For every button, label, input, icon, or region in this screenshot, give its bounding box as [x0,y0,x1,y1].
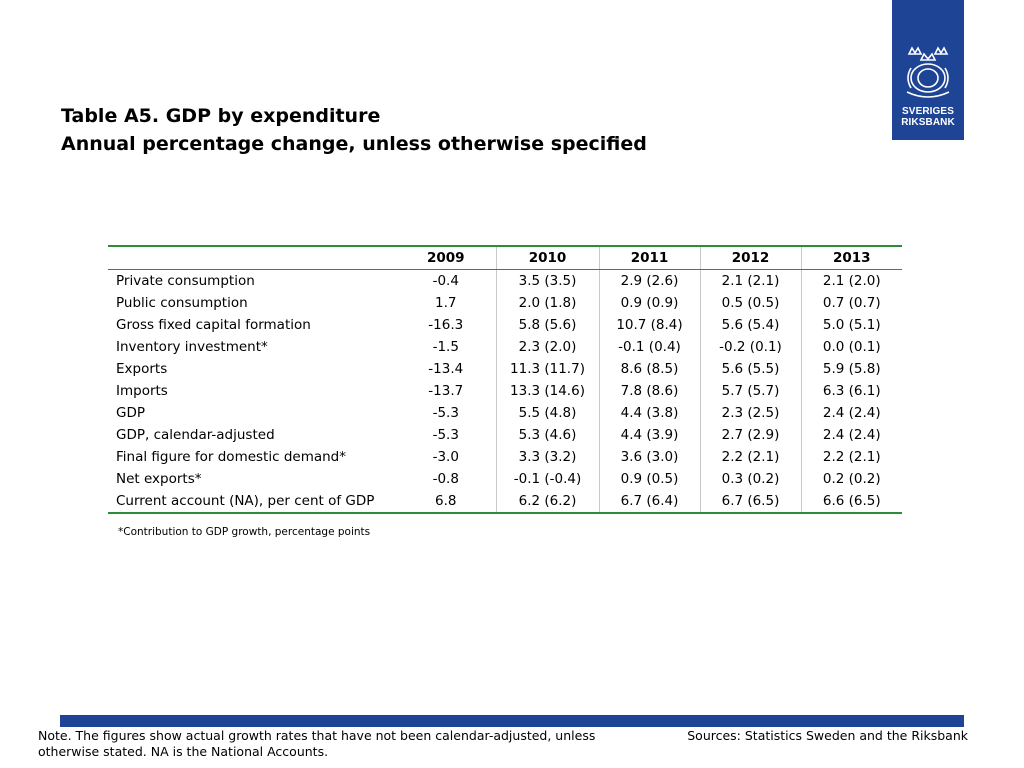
row-label: Gross fixed capital formation [116,317,311,333]
value-cell-2009: -0.4 [432,273,459,289]
value-cell-2013: 2.1 (2.0) [800,269,902,292]
table-row: Exports -13.4 11.3 (11.7) 8.6 (8.5) 5.6 (5.5… [108,358,902,380]
value-cell-2012: 2.2 (2.1) [699,446,801,468]
value-cell-2012: -0.2 (0.1) [699,336,801,358]
table-header-row: 2009 2010 2011 2012 2013 [108,246,902,270]
value-cell-2011: 6.7 (6.4) [598,490,700,513]
value-cell-2011: 0.9 (0.9) [598,292,700,314]
value-cell-2012: 5.6 (5.4) [699,314,801,336]
value-cell-2013: 2.4 (2.4) [800,402,902,424]
table-row: Inventory investment* -1.5 2.3 (2.0) -0.1 (… [108,336,902,358]
value-cell-2011: 8.6 (8.5) [598,358,700,380]
value-cell-2011: 0.9 (0.5) [598,468,700,490]
table-row: GDP -5.3 5.5 (4.8) 4.4 (3.8) 2.3 (2.5) 2.4 (2… [108,402,902,424]
value-cell-2009: 6.8 [435,493,457,509]
value-cell-2010: 5.5 (4.8) [495,402,599,424]
value-cell-2013: 0.7 (0.7) [800,292,902,314]
row-label: Imports [116,383,168,399]
value-cell-2012: 2.3 (2.5) [699,402,801,424]
header-year-2012: 2012 [699,246,801,270]
value-cell-2010: 5.3 (4.6) [495,424,599,446]
table-body: Private consumption -0.4 3.5 (3.5) 2.9 (2.6… [108,269,902,513]
value-cell-2013: 6.6 (6.5) [800,490,902,513]
value-cell-2010: 11.3 (11.7) [495,358,599,380]
value-cell-2010: 6.2 (6.2) [495,490,599,513]
bottom-accent-bar [60,715,964,727]
value-cell-2010: 3.5 (3.5) [495,269,599,292]
page-title: Table A5. GDP by expenditure Annual perc… [61,102,647,158]
row-label: Inventory investment* [116,339,268,355]
value-cell-2012: 6.7 (6.5) [699,490,801,513]
value-cell-2013: 5.0 (5.1) [800,314,902,336]
value-cell-2012: 2.7 (2.9) [699,424,801,446]
value-cell-2009: -3.0 [432,449,459,465]
table-row: Net exports* -0.8 -0.1 (-0.4) 0.9 (0.5) 0.3 … [108,468,902,490]
table-row: Gross fixed capital formation -16.3 5.8 (5… [108,314,902,336]
value-cell-2010: 3.3 (3.2) [495,446,599,468]
value-cell-2009: -5.3 [432,427,459,443]
table-footnote: *Contribution to GDP growth, percentage … [118,526,371,538]
table-row: Private consumption -0.4 3.5 (3.5) 2.9 (2.6… [108,269,902,292]
value-cell-2010: 13.3 (14.6) [495,380,599,402]
value-cell-2009: -16.3 [428,317,464,333]
header-year-2011: 2011 [598,246,700,270]
riksbank-logo: SVERIGES RIKSBANK [892,0,964,140]
table-row: Current account (NA), per cent of GDP 6.8… [108,490,902,513]
logo-text-line2: RIKSBANK [901,117,955,128]
table-row: Public consumption 1.7 2.0 (1.8) 0.9 (0.9) 0… [108,292,902,314]
table-row: Imports -13.7 13.3 (14.6) 7.8 (8.6) 5.7 (5.7… [108,380,902,402]
row-label: Net exports* [116,471,202,487]
row-label: Public consumption [116,295,248,311]
riksbank-crest-icon [906,46,950,98]
header-label-cell [108,246,396,270]
value-cell-2011: -0.1 (0.4) [598,336,700,358]
value-cell-2010: 2.0 (1.8) [495,292,599,314]
value-cell-2009: 1.7 [435,295,457,311]
value-cell-2011: 2.9 (2.6) [598,269,700,292]
row-label: Exports [116,361,168,377]
value-cell-2012: 2.1 (2.1) [699,269,801,292]
title-line1: Table A5. GDP by expenditure [61,105,381,127]
header-year-2013: 2013 [800,246,902,270]
header-year-2009: 2009 [396,246,496,270]
value-cell-2009: -0.8 [432,471,459,487]
value-cell-2009: -1.5 [432,339,459,355]
value-cell-2013: 6.3 (6.1) [800,380,902,402]
table-row: Final figure for domestic demand* -3.0 3.3… [108,446,902,468]
value-cell-2013: 0.0 (0.1) [800,336,902,358]
title-line2: Annual percentage change, unless otherwi… [61,133,647,155]
value-cell-2012: 5.6 (5.5) [699,358,801,380]
value-cell-2009: -13.4 [428,361,464,377]
value-cell-2010: 5.8 (5.6) [495,314,599,336]
logo-text-line1: SVERIGES [902,106,954,117]
value-cell-2013: 5.9 (5.8) [800,358,902,380]
row-label: Final figure for domestic demand* [116,449,346,465]
value-cell-2013: 2.2 (2.1) [800,446,902,468]
value-cell-2011: 10.7 (8.4) [598,314,700,336]
value-cell-2013: 0.2 (0.2) [800,468,902,490]
value-cell-2013: 2.4 (2.4) [800,424,902,446]
value-cell-2010: -0.1 (-0.4) [495,468,599,490]
header-year-2010: 2010 [495,246,599,270]
value-cell-2011: 4.4 (3.9) [598,424,700,446]
row-label: Current account (NA), per cent of GDP [116,493,375,509]
row-label: Private consumption [116,273,255,289]
gdp-table: 2009 2010 2011 2012 2013 Private consump… [108,245,902,514]
value-cell-2010: 2.3 (2.0) [495,336,599,358]
gdp-table-container: 2009 2010 2011 2012 2013 Private consump… [108,245,902,514]
value-cell-2009: -13.7 [428,383,464,399]
value-cell-2012: 0.5 (0.5) [699,292,801,314]
row-label: GDP, calendar-adjusted [116,427,275,443]
value-cell-2011: 7.8 (8.6) [598,380,700,402]
row-label: GDP [116,405,145,421]
note-text: Note. The figures show actual growth rat… [38,728,596,759]
value-cell-2011: 3.6 (3.0) [598,446,700,468]
value-cell-2011: 4.4 (3.8) [598,402,700,424]
value-cell-2012: 0.3 (0.2) [699,468,801,490]
table-row: GDP, calendar-adjusted -5.3 5.3 (4.6) 4.4 (… [108,424,902,446]
sources-text: Sources: Statistics Sweden and the Riksb… [687,728,968,743]
value-cell-2009: -5.3 [432,405,459,421]
logo-text: SVERIGES RIKSBANK [901,106,955,128]
value-cell-2012: 5.7 (5.7) [699,380,801,402]
